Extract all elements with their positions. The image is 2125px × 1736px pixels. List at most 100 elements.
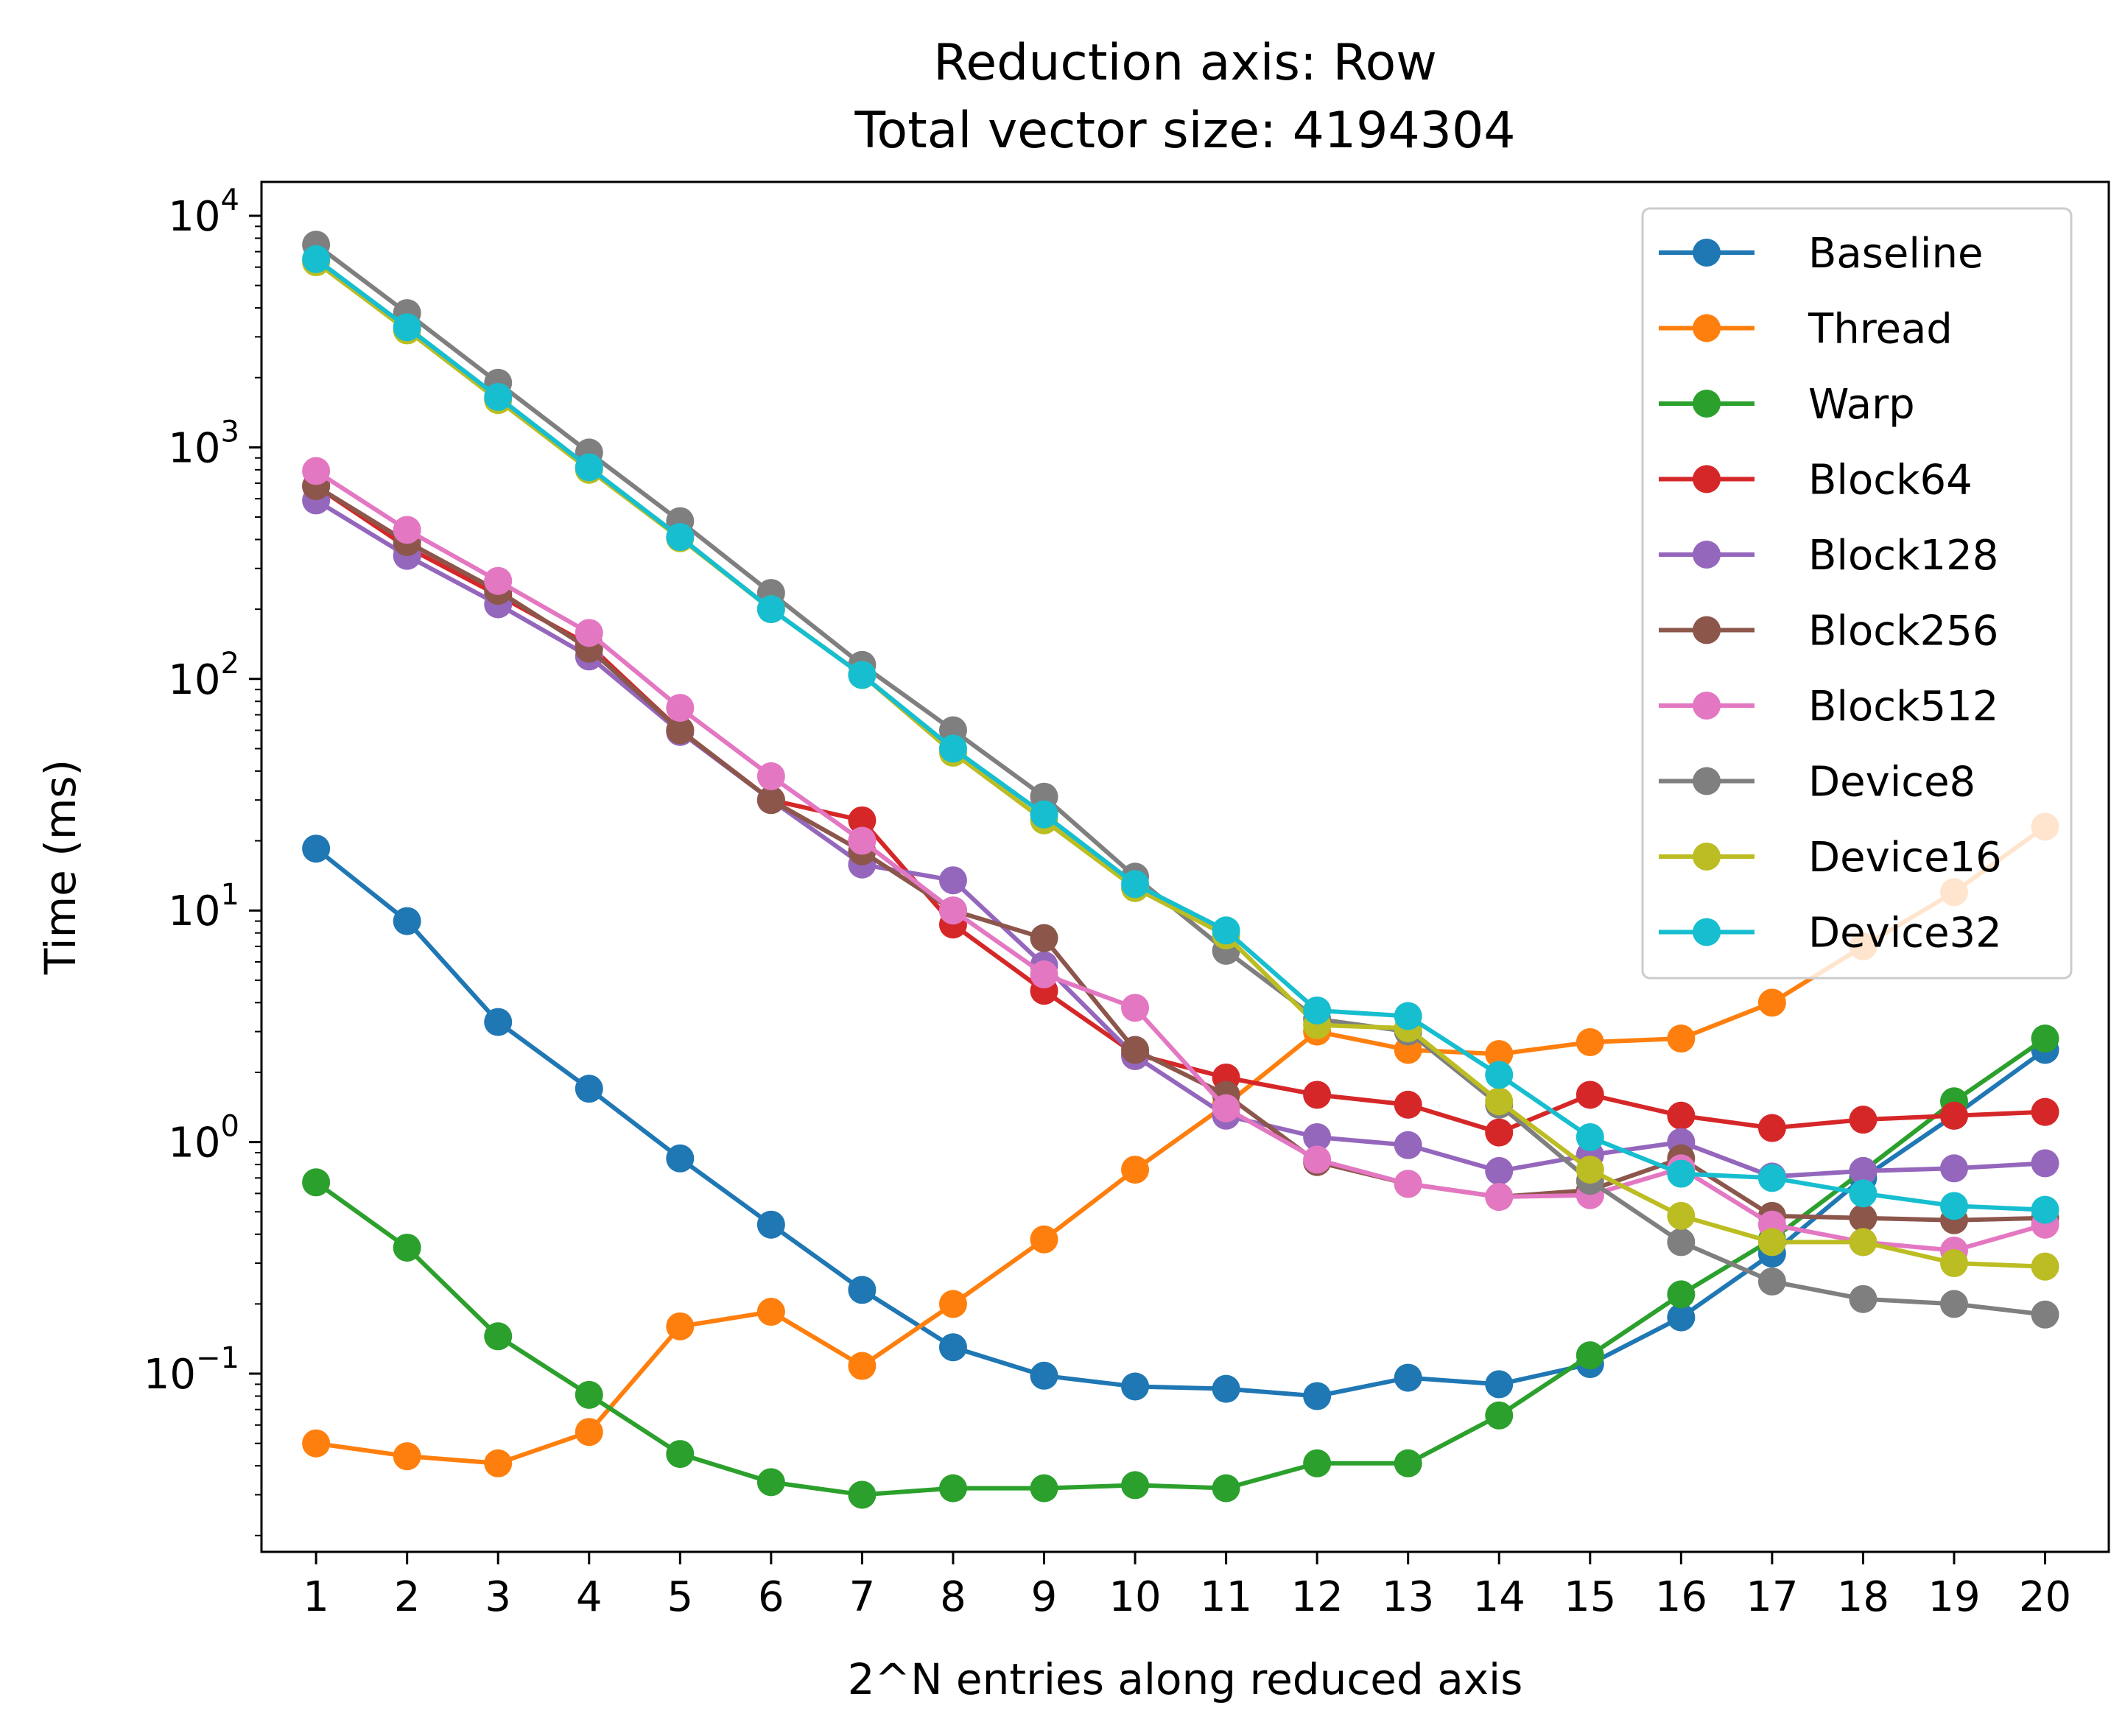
data-point — [1667, 1025, 1696, 1053]
data-point — [756, 1468, 785, 1497]
data-point — [848, 661, 877, 689]
data-point — [1030, 1225, 1058, 1254]
y-tick-label: 102 — [168, 647, 239, 704]
y-tick-label: 10−1 — [144, 1341, 239, 1399]
data-point — [1485, 1370, 1514, 1399]
data-point — [1303, 1145, 1332, 1174]
data-point — [302, 1168, 331, 1197]
data-point — [393, 1233, 421, 1262]
data-point — [1212, 916, 1240, 945]
legend-entry: Thread — [1659, 306, 1953, 354]
data-point — [1121, 1156, 1150, 1184]
data-point — [1030, 1474, 1058, 1503]
data-point — [1485, 1183, 1514, 1212]
data-point — [575, 1075, 603, 1103]
legend-marker — [1693, 843, 1721, 871]
data-point — [1485, 1087, 1514, 1116]
data-point — [938, 866, 967, 895]
series-line — [315, 484, 2045, 1135]
data-point — [302, 245, 331, 273]
series-line — [315, 498, 2045, 1179]
plot-frame — [260, 180, 2110, 1553]
series-block512 — [302, 457, 2059, 1265]
legend-label: Block128 — [1808, 532, 1998, 580]
series-baseline — [302, 834, 2059, 1410]
data-point — [484, 566, 513, 595]
x-tick-label: 15 — [1564, 1573, 1616, 1621]
data-point — [1303, 1080, 1332, 1109]
legend-entry: Block64 — [1659, 457, 1973, 505]
data-point — [393, 907, 421, 935]
data-point — [1576, 1027, 1604, 1056]
legend-label: Device16 — [1808, 834, 2002, 882]
x-tick-label: 3 — [485, 1573, 511, 1621]
data-point — [1394, 1090, 1422, 1119]
data-point — [1212, 1474, 1240, 1503]
y-tick-label: 104 — [168, 183, 239, 241]
data-point — [756, 762, 785, 790]
data-point — [1576, 1122, 1604, 1151]
data-point — [1939, 1154, 1968, 1183]
data-point — [2031, 1300, 2059, 1329]
data-point — [575, 1380, 603, 1409]
data-point — [1939, 1290, 1968, 1318]
legend-marker — [1693, 616, 1721, 644]
data-point — [756, 1298, 785, 1326]
x-tick-label: 17 — [1746, 1573, 1798, 1621]
x-axis: 1 2 3 4 5 6 7 8 9 10 11 12 13 14 15 16 17 18 19 20 — [303, 1552, 2071, 1621]
data-point — [1394, 1002, 1422, 1030]
data-point — [1303, 1122, 1332, 1151]
data-point — [1757, 1228, 1786, 1257]
data-point — [1576, 1156, 1604, 1184]
data-point — [1849, 1179, 1878, 1208]
legend-box — [1641, 207, 2073, 980]
legend-marker — [1693, 918, 1721, 946]
x-tick-label: 9 — [1031, 1573, 1058, 1621]
legend-marker — [1693, 465, 1721, 493]
legend-label: Baseline — [1808, 230, 1983, 278]
x-tick-label: 13 — [1382, 1573, 1434, 1621]
series-line — [315, 484, 2045, 1223]
legend-label: Warp — [1808, 381, 1915, 429]
data-point — [1030, 924, 1058, 952]
data-point — [1121, 870, 1150, 899]
y-axis-label: Time (ms) — [35, 759, 85, 975]
data-point — [1667, 1159, 1696, 1188]
data-point — [302, 834, 331, 863]
data-point — [1030, 800, 1058, 829]
legend-marker — [1693, 767, 1721, 795]
legend-label: Block64 — [1808, 457, 1973, 505]
x-tick-label: 20 — [2019, 1573, 2071, 1621]
data-point — [666, 716, 695, 745]
data-point — [1849, 1106, 1878, 1134]
data-point — [1849, 1285, 1878, 1313]
data-point — [1030, 960, 1058, 988]
x-tick-label: 1 — [303, 1573, 329, 1621]
data-point — [1757, 1164, 1786, 1192]
series-line — [315, 825, 2047, 1466]
data-point — [1485, 1061, 1514, 1089]
data-point — [848, 1352, 877, 1380]
data-point — [848, 826, 877, 855]
data-point — [484, 1008, 513, 1036]
y-tick-label: 103 — [168, 415, 239, 472]
data-point — [1121, 1372, 1150, 1401]
legend-marker — [1693, 390, 1721, 418]
legend-label: Block512 — [1808, 683, 1998, 731]
data-point — [1667, 1303, 1696, 1332]
legend-marker — [1693, 314, 1721, 342]
data-point — [1757, 1114, 1786, 1142]
x-tick-label: 11 — [1200, 1573, 1252, 1621]
data-point — [1394, 1170, 1422, 1198]
data-point — [1303, 1382, 1332, 1410]
data-point — [484, 1449, 513, 1477]
series-line — [315, 846, 2047, 1399]
x-tick-label: 2 — [394, 1573, 421, 1621]
data-point — [1576, 1341, 1604, 1370]
data-point — [1303, 996, 1332, 1025]
data-point — [302, 1429, 331, 1458]
legend-entry: Baseline — [1659, 230, 1983, 278]
legend-label: Device8 — [1808, 759, 1975, 806]
series-warp — [302, 1025, 2059, 1509]
data-point — [1485, 1156, 1514, 1185]
